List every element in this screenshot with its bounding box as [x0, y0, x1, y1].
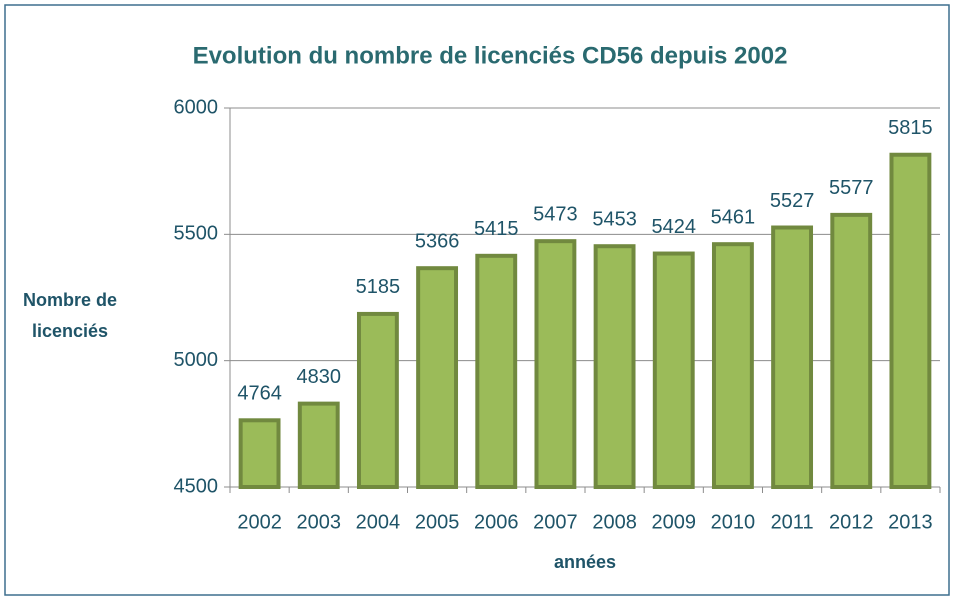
x-tick-label: 2005	[415, 511, 460, 533]
x-tick-label: 2006	[474, 511, 519, 533]
chart-border	[4, 4, 950, 596]
x-tick-label: 2011	[771, 511, 814, 533]
x-tick-label: 2012	[829, 511, 874, 533]
bar	[889, 152, 932, 489]
x-tick-label: 2013	[888, 511, 933, 533]
bar	[238, 418, 281, 489]
data-label: 5527	[770, 190, 815, 212]
x-tick-label: 2007	[533, 511, 578, 533]
y-tick-label: 6000	[174, 96, 219, 118]
bar	[830, 212, 873, 490]
data-label: 5424	[652, 216, 697, 238]
bar	[356, 311, 399, 489]
bar	[652, 251, 695, 489]
y-tick-label: 5500	[174, 223, 219, 245]
x-tick-label: 2002	[237, 511, 282, 533]
data-label: 5577	[829, 177, 874, 199]
bar	[593, 244, 636, 489]
data-label: 4830	[297, 366, 342, 388]
bar	[297, 401, 340, 489]
x-tick-label: 2009	[652, 511, 697, 533]
bar	[416, 266, 459, 489]
data-label: 4764	[237, 383, 282, 405]
bar	[771, 225, 814, 490]
bar	[475, 253, 518, 489]
bar	[711, 242, 754, 489]
y-axis-title: Nombre de licenciés	[22, 290, 118, 341]
y-tick-label: 4500	[174, 475, 219, 497]
data-label: 5453	[592, 208, 637, 230]
data-label: 5185	[356, 276, 401, 298]
x-axis-title: années	[554, 552, 616, 572]
x-tick-label: 2008	[592, 511, 637, 533]
bar	[534, 239, 577, 489]
chart-title: Evolution du nombre de licenciés CD56 de…	[193, 42, 788, 69]
y-tick-label: 5000	[174, 349, 219, 371]
data-label: 5366	[415, 230, 460, 252]
data-label: 5415	[474, 218, 519, 240]
data-label: 5815	[888, 117, 933, 139]
x-tick-label: 2010	[711, 511, 756, 533]
x-tick-label: 2004	[356, 511, 401, 533]
data-label: 5473	[533, 203, 578, 225]
x-tick-label: 2003	[297, 511, 342, 533]
data-label: 5461	[711, 206, 756, 228]
